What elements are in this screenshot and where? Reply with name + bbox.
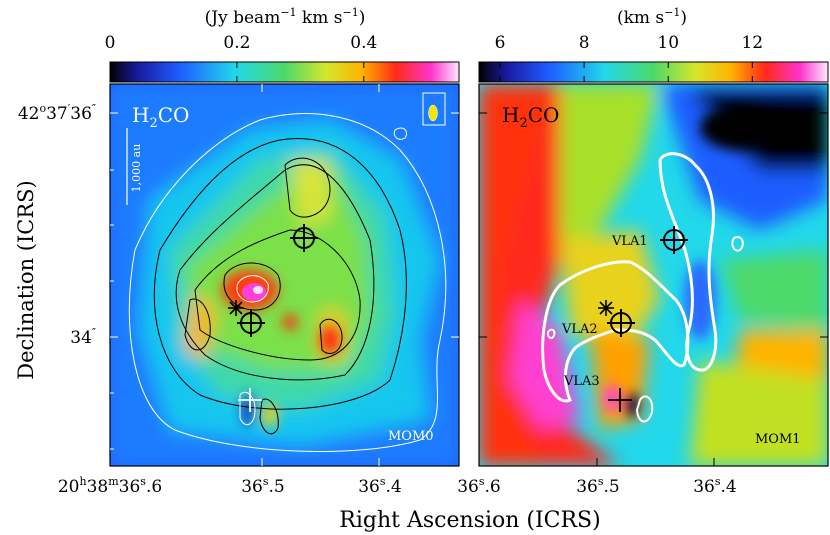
colorbar-left: 0 0.2 0.4	[105, 33, 460, 83]
vla3-label: VLA3	[563, 374, 600, 389]
mom0-panel	[110, 84, 459, 466]
mom0-frame	[109, 83, 460, 467]
xtick-label-2: 36s.5	[241, 475, 285, 497]
vla1-marker-right	[660, 226, 688, 254]
colorbar-right-tick-label: 6	[495, 33, 506, 53]
vla1-label: VLA1	[611, 234, 648, 249]
mom0-map-label: MOM0	[388, 429, 434, 444]
xtick-label-3: 36s.4	[358, 475, 402, 497]
colorbar-right: 6 8 10 12	[478, 33, 829, 83]
colorbar-right-tick-label: 12	[741, 33, 763, 53]
colorbar-left-tick-label: 0.2	[223, 33, 250, 53]
colorbar-right-tick-label: 10	[657, 33, 679, 53]
xtick-label-4: 36s.6	[457, 475, 501, 497]
xlabel: Right Ascension (ICRS)	[339, 508, 600, 533]
vla2-label: VLA2	[561, 322, 598, 337]
vla3-marker-right	[608, 388, 632, 412]
scalebar-label: 1,000 au	[130, 144, 143, 193]
mom1-molecule-label: H2CO	[502, 103, 559, 131]
mom1-frame	[478, 83, 829, 467]
vla2-marker-right	[607, 309, 635, 337]
colorbar-left-unit: (Jy beam−1 km s−1)	[205, 6, 366, 28]
star-marker-left	[228, 300, 244, 316]
beam-box	[422, 92, 446, 126]
colorbar-left-tick-label: 0	[105, 33, 116, 53]
ylabel: Declination (ICRS)	[14, 180, 38, 379]
mom1-map-label: MOM1	[755, 432, 801, 447]
mom1-panel	[479, 84, 828, 466]
vla1-marker-left	[290, 224, 318, 252]
vla2-marker-left	[237, 309, 265, 337]
xtick-label-5: 36s.5	[576, 475, 620, 497]
ytick-label-34: 34″	[70, 326, 96, 348]
mom0-ticks	[110, 84, 459, 466]
colorbar-left-tick-label: 0.4	[350, 33, 377, 53]
beam-ellipse	[428, 104, 438, 122]
mom0-molecule-label: H2CO	[132, 103, 189, 131]
ytick-label-top: 42o37′36″	[18, 102, 96, 124]
colorbar-right-unit: (km s−1)	[617, 6, 687, 28]
xtick-label-6: 36s.4	[693, 475, 737, 497]
mom1-ticks	[479, 112, 828, 466]
xtick-label-1: 20h38m36s.6	[58, 475, 162, 497]
star-marker-right	[598, 300, 614, 316]
colorbar-right-tick-label: 8	[579, 33, 590, 53]
vla3-marker-left	[238, 388, 262, 412]
